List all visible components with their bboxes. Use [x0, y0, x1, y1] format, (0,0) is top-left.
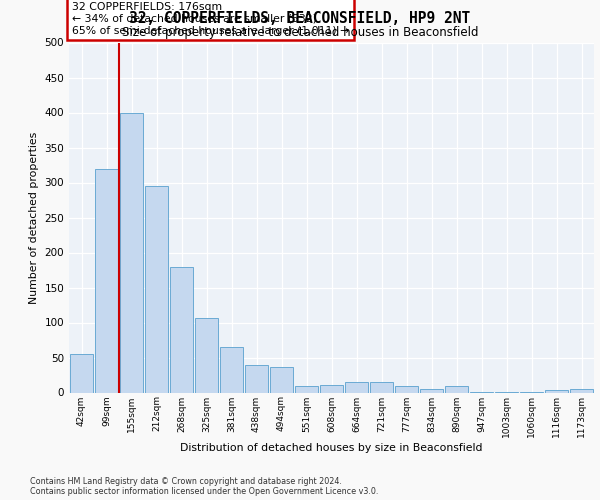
- Text: Size of property relative to detached houses in Beaconsfield: Size of property relative to detached ho…: [122, 26, 478, 39]
- Text: Contains HM Land Registry data © Crown copyright and database right 2024.
Contai: Contains HM Land Registry data © Crown c…: [30, 476, 379, 496]
- Bar: [245, 364, 268, 392]
- Bar: [445, 386, 468, 392]
- Bar: [420, 389, 443, 392]
- Bar: [320, 385, 343, 392]
- Bar: [545, 390, 568, 392]
- Bar: [270, 368, 293, 392]
- Bar: [195, 318, 218, 392]
- Bar: [295, 386, 318, 392]
- Text: 32 COPPERFIELDS: 176sqm
← 34% of detached houses are smaller (532)
65% of semi-d: 32 COPPERFIELDS: 176sqm ← 34% of detache…: [71, 2, 349, 35]
- Bar: [395, 386, 418, 392]
- Bar: [370, 382, 393, 392]
- Bar: [570, 389, 593, 392]
- Bar: [120, 112, 143, 392]
- Bar: [345, 382, 368, 392]
- X-axis label: Distribution of detached houses by size in Beaconsfield: Distribution of detached houses by size …: [180, 443, 483, 453]
- Bar: [145, 186, 168, 392]
- Bar: [95, 168, 118, 392]
- Bar: [170, 266, 193, 392]
- Text: 32, COPPERFIELDS, BEACONSFIELD, HP9 2NT: 32, COPPERFIELDS, BEACONSFIELD, HP9 2NT: [130, 11, 470, 26]
- Bar: [220, 347, 243, 393]
- Bar: [70, 354, 93, 393]
- Y-axis label: Number of detached properties: Number of detached properties: [29, 132, 39, 304]
